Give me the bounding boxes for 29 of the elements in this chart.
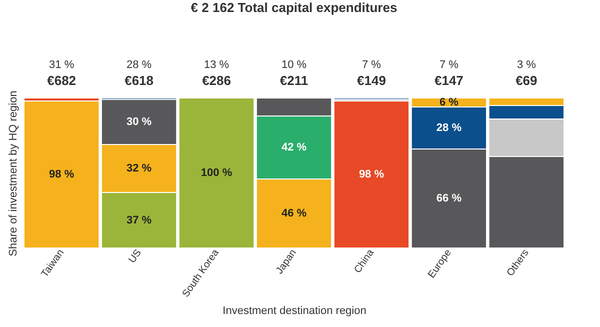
data-label: 66 %	[436, 192, 462, 204]
text: 31 %	[49, 59, 74, 71]
data-label: 46 %	[281, 208, 307, 220]
text: €618	[124, 73, 154, 88]
data-label: 37 %	[126, 214, 152, 226]
text: €149	[357, 73, 386, 88]
text: 7 %	[439, 59, 459, 71]
x-tick-label: US	[126, 247, 144, 266]
text: €682	[47, 73, 76, 88]
data-label: 32 %	[126, 162, 152, 174]
y-axis-title: Share of investment by HQ region	[8, 90, 20, 256]
data-label: 42 %	[281, 142, 307, 154]
text: €211	[280, 73, 308, 88]
data-label: 98 %	[358, 168, 384, 180]
data-label: 100 %	[200, 167, 232, 179]
text: 7 %	[362, 59, 382, 71]
text: 28 %	[126, 59, 152, 71]
chart-title: € 2 162 Total capital expenditures	[190, 0, 398, 15]
data-label: 98 %	[49, 168, 74, 180]
data-label: 30 %	[126, 116, 152, 128]
text: 3 %	[516, 59, 536, 71]
text: €147	[434, 73, 464, 88]
text: 10 %	[281, 59, 307, 71]
data-label: 6 %	[439, 96, 459, 108]
text: 13 %	[204, 59, 230, 71]
text: €69	[516, 73, 538, 88]
x-axis-title: Investment destination region	[222, 304, 366, 317]
data-label: 28 %	[436, 122, 462, 134]
text: €286	[202, 73, 231, 88]
